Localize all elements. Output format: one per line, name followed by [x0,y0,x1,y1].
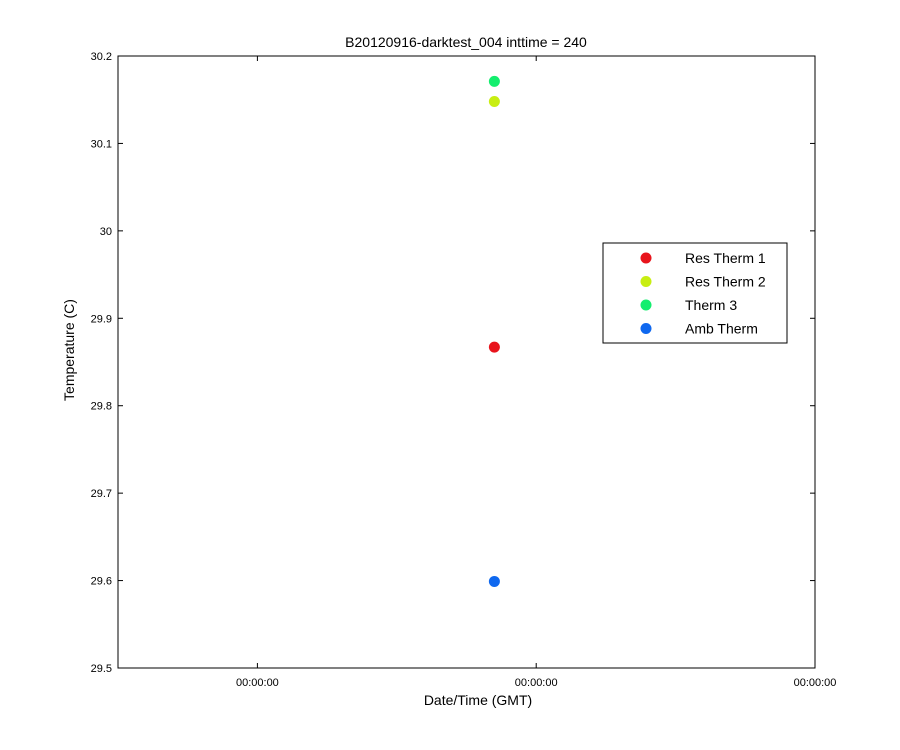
legend-box [602,242,788,344]
y-tick-label: 30.1 [91,138,112,150]
legend-marker [640,299,652,311]
y-tick-label: 29.9 [91,313,112,325]
axis-ticks: 29.5 29.6 29.7 29.8 29.9 30 30.1 30.2 00:00:00 00… [91,51,837,689]
legend-label: Amb Therm [685,321,758,337]
y-tick-label: 29.5 [91,663,112,675]
legend-marker [640,252,652,264]
data-point [488,575,500,587]
y-axis-label: Temperature (C) [61,299,77,401]
legend-marker [640,323,652,334]
legend-label: Res Therm 1 [685,250,766,266]
x-tick-label: 00:00:00 [236,677,279,689]
data-point [488,75,500,87]
data-points [488,75,500,587]
y-tick-label: 29.8 [91,401,112,413]
legend-label: Therm 3 [685,297,737,313]
x-axis-label: Date/Time (GMT) [424,692,532,708]
legend: Res Therm 1 Res Therm 2 Therm 3 Amb Therm [602,242,788,344]
data-point [488,341,500,353]
x-tick-label: 00:00:00 [515,677,558,689]
legend-label: Res Therm 2 [685,274,766,290]
data-point [488,95,500,107]
y-tick-label: 29.7 [91,488,112,500]
y-tick-label: 30 [100,226,112,238]
chart-title: B20120916-darktest_004 inttime = 240 [345,34,587,50]
x-tick-label: 00:00:00 [794,677,837,689]
y-tick-label: 30.2 [91,51,112,63]
y-tick-label: 29.6 [91,576,112,588]
plot-area [117,55,816,669]
legend-marker [640,276,652,287]
